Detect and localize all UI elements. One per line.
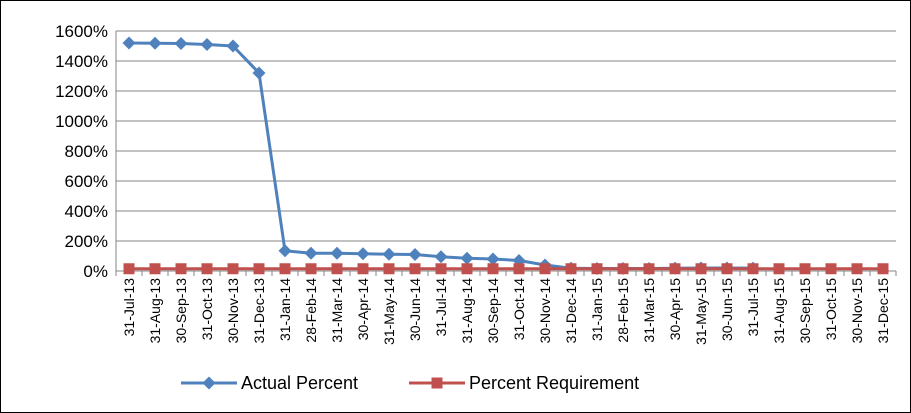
- data-point-series-2: [799, 263, 811, 275]
- x-tick-label: 31-Jan-14: [277, 278, 293, 341]
- data-point-series-2: [851, 263, 863, 275]
- x-tick-label: 30-Sep-15: [797, 278, 813, 344]
- legend-marker-1: [202, 376, 216, 390]
- data-point-series-2: [773, 263, 785, 275]
- data-point-series-2: [383, 263, 395, 275]
- x-tick-label: 30-Apr-14: [355, 278, 371, 340]
- x-tick-label: 31-May-15: [693, 278, 709, 345]
- data-point-series-2: [435, 263, 447, 275]
- x-tick-label: 31-Jul-14: [433, 278, 449, 337]
- x-tick-label: 31-Jul-13: [121, 278, 137, 337]
- data-point-series-1: [252, 66, 266, 80]
- data-point-series-2: [461, 263, 473, 275]
- data-point-series-2: [617, 263, 629, 275]
- data-point-series-1: [330, 246, 344, 260]
- data-point-series-2: [565, 263, 577, 275]
- data-point-series-1: [460, 251, 474, 265]
- data-point-series-2: [747, 263, 759, 275]
- data-point-series-2: [487, 263, 499, 275]
- data-point-series-2: [643, 263, 655, 275]
- x-tick-label: 30-Sep-14: [485, 278, 501, 344]
- data-point-series-2: [357, 263, 369, 275]
- data-point-series-2: [409, 263, 421, 275]
- data-point-series-2: [279, 263, 291, 275]
- x-tick-label: 31-Oct-15: [823, 278, 839, 340]
- data-point-series-2: [201, 263, 213, 275]
- x-tick-label: 30-Jun-15: [719, 278, 735, 341]
- y-tick-label: 1400%: [55, 52, 108, 71]
- data-point-series-1: [148, 36, 162, 50]
- x-tick-label: 30-Apr-15: [667, 278, 683, 340]
- data-point-series-1: [200, 38, 214, 51]
- x-tick-label: 31-Mar-15: [641, 278, 657, 343]
- y-tick-label: 1200%: [55, 82, 108, 101]
- data-point-series-1: [226, 39, 240, 53]
- x-tick-label: 31-Aug-15: [771, 278, 787, 344]
- x-tick-label: 30-Nov-15: [849, 278, 865, 344]
- data-point-series-1: [122, 36, 136, 50]
- data-point-series-2: [227, 263, 239, 275]
- data-point-series-1: [174, 36, 188, 50]
- x-tick-label: 31-Oct-13: [199, 278, 215, 340]
- x-tick-label: 30-Nov-14: [537, 278, 553, 344]
- series-line-1: [128, 41, 754, 270]
- data-point-series-1: [486, 252, 500, 266]
- x-tick-label: 31-Oct-14: [511, 278, 527, 340]
- legend-label-2: Percent Requirement: [469, 373, 639, 393]
- data-point-series-1: [382, 247, 396, 261]
- data-point-series-1: [434, 250, 448, 264]
- y-tick-label: 1600%: [55, 22, 108, 41]
- data-point-series-2: [877, 263, 889, 275]
- data-point-series-2: [539, 263, 551, 275]
- data-point-series-2: [253, 263, 265, 275]
- y-tick-label: 200%: [65, 232, 108, 251]
- legend-marker-2: [431, 377, 443, 389]
- legend-label-1: Actual Percent: [241, 373, 358, 393]
- data-point-series-2: [513, 263, 525, 275]
- data-point-series-2: [591, 263, 603, 275]
- data-point-series-2: [825, 263, 837, 275]
- x-tick-label: 31-Mar-14: [329, 278, 345, 343]
- x-tick-label: 31-Jan-15: [589, 278, 605, 341]
- x-tick-label: 30-Jun-14: [407, 278, 423, 341]
- x-tick-label: 30-Nov-13: [225, 278, 241, 344]
- x-tick-label: 31-Aug-14: [459, 278, 475, 344]
- data-point-series-2: [305, 263, 317, 275]
- x-tick-label: 28-Feb-14: [303, 278, 319, 343]
- data-point-series-2: [695, 263, 707, 275]
- data-point-series-1: [278, 244, 292, 258]
- y-tick-label: 0%: [83, 262, 108, 281]
- x-tick-label: 30-Sep-13: [173, 278, 189, 344]
- data-point-series-2: [123, 263, 135, 275]
- data-point-series-2: [331, 263, 343, 275]
- x-tick-label: 31-Dec-14: [563, 278, 579, 344]
- x-tick-label: 31-Jul-15: [745, 278, 761, 337]
- data-point-series-2: [669, 263, 681, 275]
- x-tick-label: 28-Feb-15: [615, 278, 631, 343]
- x-tick-label: 31-Dec-13: [251, 278, 267, 344]
- data-point-series-1: [356, 247, 370, 261]
- x-tick-label: 31-May-14: [381, 278, 397, 345]
- data-point-series-1: [408, 248, 422, 261]
- data-point-series-2: [149, 263, 161, 275]
- y-tick-label: 800%: [65, 142, 108, 161]
- y-tick-label: 1000%: [55, 112, 108, 131]
- data-point-series-1: [304, 246, 318, 260]
- x-tick-label: 31-Aug-13: [147, 278, 163, 344]
- y-tick-label: 400%: [65, 202, 108, 221]
- data-point-series-2: [721, 263, 733, 275]
- data-point-series-2: [175, 263, 187, 275]
- y-tick-label: 600%: [65, 172, 108, 191]
- x-tick-label: 31-Dec-15: [875, 278, 891, 344]
